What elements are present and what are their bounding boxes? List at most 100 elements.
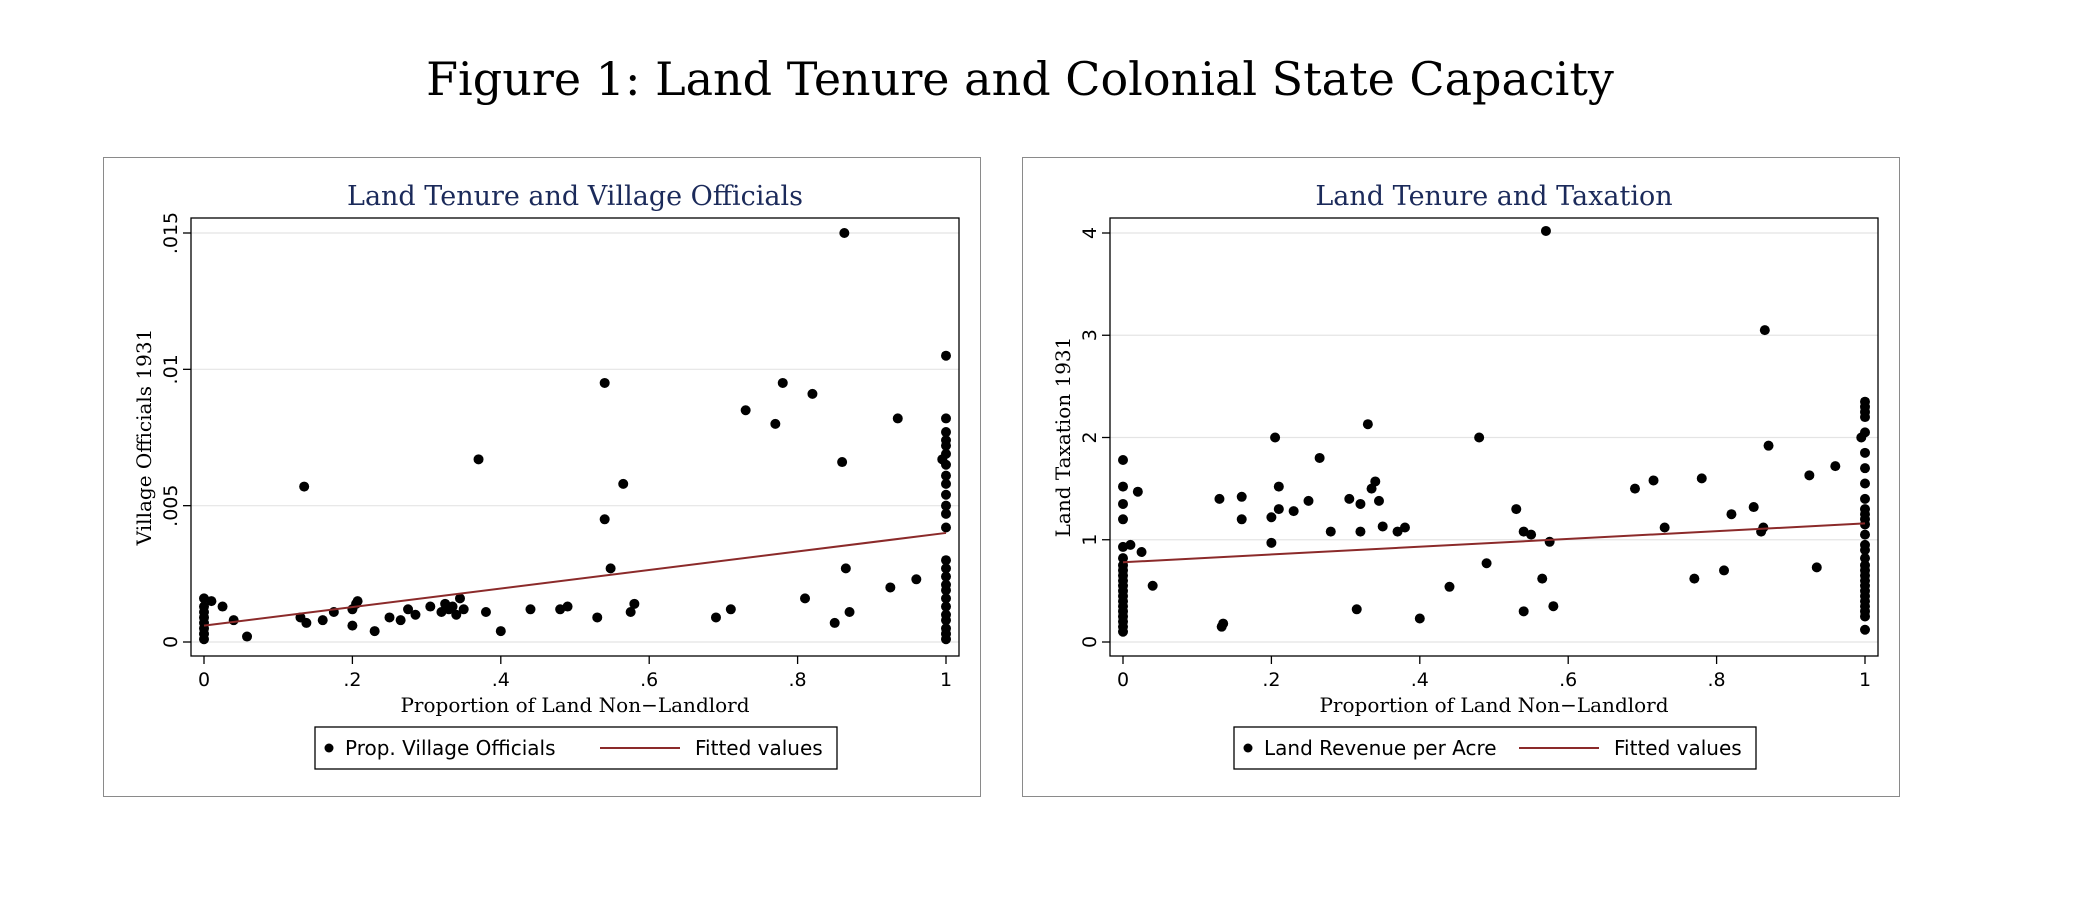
x-tick-label: 1 (1859, 669, 1871, 691)
data-point (1118, 514, 1128, 525)
data-point (1474, 432, 1485, 443)
data-point (1726, 509, 1737, 520)
data-point (1758, 522, 1769, 533)
data-point (1325, 526, 1336, 537)
legend-point-marker (1243, 743, 1253, 753)
x-tick-label: 0 (198, 669, 210, 691)
data-point (941, 500, 951, 511)
data-point (1355, 526, 1366, 537)
data-point (403, 604, 414, 615)
data-point (1373, 495, 1384, 506)
data-point (1136, 547, 1147, 558)
data-point (725, 604, 736, 615)
y-tick-label: .01 (160, 354, 182, 384)
data-point (911, 574, 922, 585)
data-point (941, 522, 951, 533)
data-point (941, 615, 951, 626)
data-point (1659, 522, 1670, 533)
data-point (1399, 522, 1410, 533)
data-point (1377, 521, 1388, 532)
data-point (1804, 470, 1815, 481)
data-point (740, 405, 751, 416)
data-point (807, 388, 818, 399)
data-point (839, 228, 850, 238)
data-point (1696, 473, 1707, 484)
data-point (562, 601, 573, 612)
data-point (1266, 512, 1277, 523)
data-point (941, 478, 951, 489)
legend: Land Revenue per Acre Fitted values (1233, 726, 1757, 770)
data-point (199, 634, 209, 645)
chart-title: Land Tenure and Taxation (1315, 181, 1672, 212)
data-point (1273, 504, 1284, 515)
data-point (1830, 461, 1841, 472)
y-axis-label: Land Taxation 1931 (1051, 337, 1075, 538)
data-point (1719, 565, 1730, 576)
data-point (299, 481, 310, 492)
data-point (1537, 573, 1548, 584)
data-point (301, 617, 312, 628)
x-tick-label: .8 (789, 669, 807, 691)
x-tick-label: .2 (1262, 669, 1280, 691)
chart-panel-village-officials: Land Tenure and Village Officials 0 .005 .0… (103, 157, 981, 797)
data-point (710, 612, 721, 623)
data-point (1648, 475, 1659, 486)
data-point (1273, 481, 1284, 492)
y-tick-label: 0 (160, 636, 182, 648)
x-axis-label: Proportion of Land Non−Landlord (400, 693, 749, 717)
data-point (941, 448, 951, 459)
data-point (206, 596, 217, 607)
data-point (1355, 498, 1366, 509)
data-point (425, 601, 436, 612)
data-point (941, 440, 951, 451)
data-point (1314, 452, 1325, 463)
data-point (1540, 225, 1551, 236)
data-point (1270, 432, 1281, 443)
data-point (1214, 493, 1225, 504)
data-point (1444, 581, 1455, 592)
data-point (941, 489, 951, 500)
y-tick-label: 3 (1079, 329, 1101, 341)
data-point (800, 593, 811, 604)
data-point (941, 508, 951, 519)
data-point (1125, 539, 1136, 550)
data-point (1218, 618, 1229, 629)
data-point (1689, 573, 1700, 584)
legend-label-fitted: Fitted values (695, 736, 823, 760)
plot-frame (190, 217, 960, 657)
data-point (451, 609, 462, 620)
data-point (1118, 498, 1128, 509)
data-point (840, 563, 851, 574)
data-point (1370, 476, 1381, 487)
data-point (941, 563, 951, 574)
data-point (242, 631, 253, 642)
data-point (770, 418, 781, 429)
data-point (1147, 580, 1158, 591)
x-tick-label: .6 (1559, 669, 1577, 691)
data-point (1118, 481, 1128, 492)
data-point (1860, 553, 1870, 564)
y-tick-label: 1 (1079, 534, 1101, 546)
data-point (1860, 478, 1870, 489)
data-point (410, 609, 421, 620)
data-point (829, 617, 840, 628)
data-point (941, 459, 951, 470)
legend-box (1233, 726, 1757, 770)
data-point (1351, 604, 1362, 615)
data-point (480, 607, 491, 618)
data-point (892, 413, 903, 424)
y-axis-label: Village Officials 1931 (132, 329, 156, 547)
x-tick-label: .8 (1708, 669, 1726, 691)
data-point (352, 596, 363, 607)
data-point (1392, 526, 1403, 537)
data-point (1763, 440, 1774, 451)
y-tick-label: 0 (1079, 636, 1101, 648)
data-point (1526, 529, 1537, 540)
data-point (1860, 529, 1870, 540)
data-point (395, 615, 406, 626)
data-point (625, 607, 636, 618)
data-point (777, 377, 788, 388)
data-point (1118, 454, 1128, 465)
legend-label-scatter: Prop. Village Officials (345, 736, 556, 760)
legend-point-marker (324, 743, 334, 753)
